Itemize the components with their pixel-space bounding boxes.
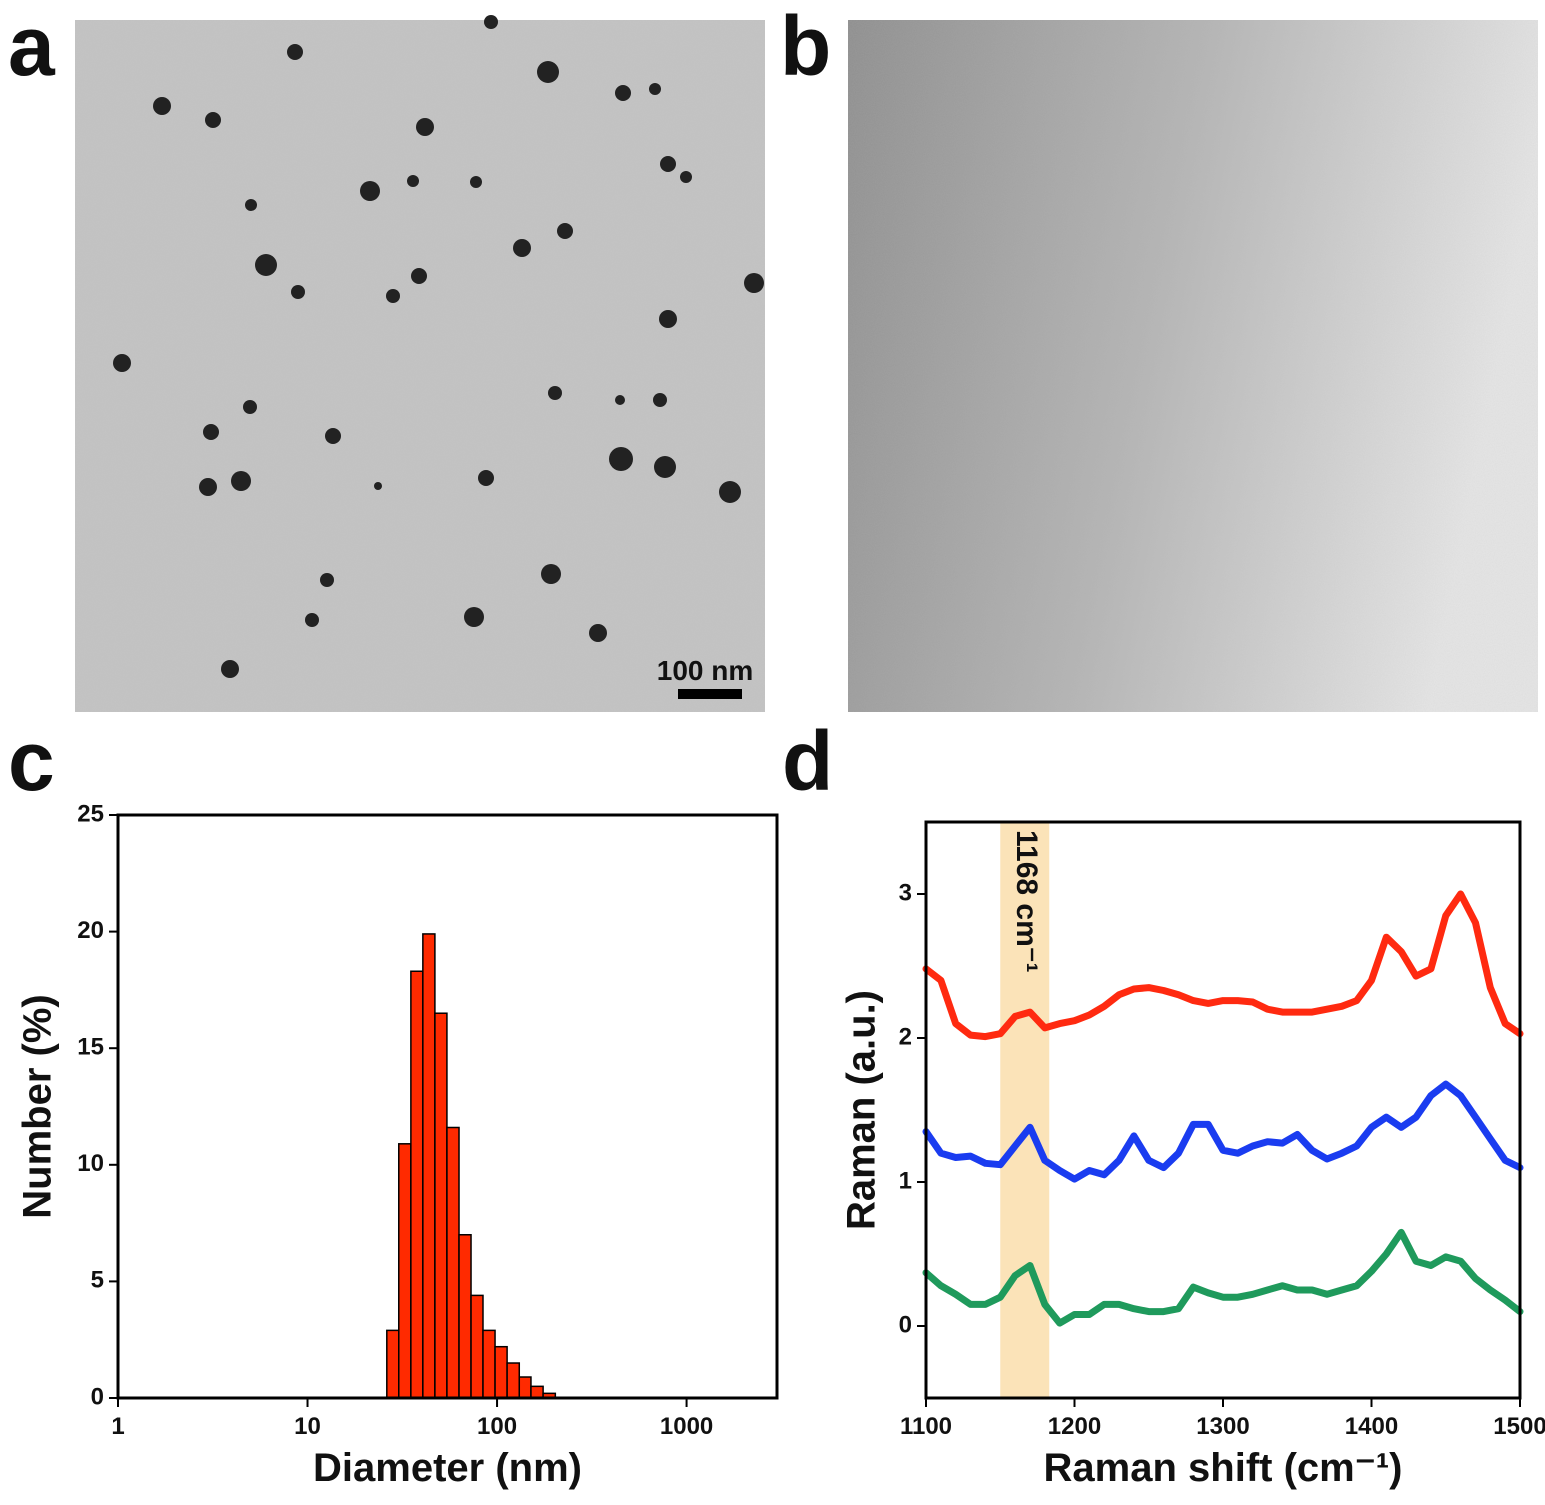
x-tick-label: 1500 bbox=[1493, 1413, 1545, 1440]
y-tick-label: 0 bbox=[91, 1383, 104, 1410]
y-tick-label: 25 bbox=[77, 800, 104, 827]
x-tick-label: 1300 bbox=[1196, 1413, 1249, 1440]
x-axis-label: Raman shift (cm⁻¹) bbox=[1044, 1446, 1403, 1490]
x-tick-label: 1400 bbox=[1345, 1413, 1398, 1440]
x-tick-label: 1000 bbox=[660, 1413, 713, 1440]
y-tick-label: 15 bbox=[77, 1034, 104, 1061]
scale-bar-label: 100 nm bbox=[657, 655, 754, 686]
y-tick-label: 5 bbox=[91, 1267, 104, 1294]
bar bbox=[386, 1329, 400, 1399]
panel-label: a bbox=[8, 0, 56, 93]
bar bbox=[494, 1345, 508, 1399]
panel-label: d bbox=[782, 714, 833, 808]
y-tick-label: 2 bbox=[899, 1023, 912, 1050]
bar bbox=[410, 970, 424, 1399]
x-axis-label: Diameter (nm) bbox=[313, 1446, 582, 1490]
y-tick-label: 10 bbox=[77, 1150, 104, 1177]
bar bbox=[530, 1385, 544, 1399]
bar bbox=[422, 933, 436, 1399]
tem-image-b bbox=[848, 20, 1538, 712]
data-line bbox=[922, 890, 1524, 1041]
chart: 1 10 100 1000 0 5 10 15 20 25 Diameter (nm) Number … bbox=[16, 800, 779, 1490]
y-tick-label: 1 bbox=[899, 1167, 912, 1194]
y-tick-label: 3 bbox=[899, 879, 912, 906]
bar bbox=[506, 1362, 521, 1399]
annotation: 1168 cm⁻¹ bbox=[1010, 830, 1043, 973]
chart: 1168 cm⁻¹ 1100 1200 1300 1400 1500 0 1 2 3 Raman s… bbox=[840, 820, 1545, 1490]
panel-label: c bbox=[8, 714, 55, 808]
plot-frame bbox=[116, 813, 779, 1400]
bar bbox=[470, 1294, 484, 1399]
panel-label: b bbox=[780, 0, 831, 93]
y-axis-label: Number (%) bbox=[16, 994, 60, 1218]
x-tick-label: 10 bbox=[294, 1413, 321, 1440]
data-line bbox=[922, 1228, 1524, 1327]
x-tick-label: 1200 bbox=[1048, 1413, 1101, 1440]
x-tick-label: 100 bbox=[477, 1413, 517, 1440]
bar bbox=[482, 1329, 496, 1399]
bar bbox=[458, 1234, 472, 1399]
x-tick-label: 1100 bbox=[900, 1413, 952, 1440]
y-tick-label: 0 bbox=[899, 1311, 912, 1338]
bar bbox=[446, 1126, 460, 1399]
bar bbox=[434, 1012, 448, 1399]
bar bbox=[518, 1376, 532, 1399]
y-tick-label: 20 bbox=[77, 917, 104, 944]
tem-image-a: 100 nm bbox=[75, 15, 765, 712]
data-line bbox=[922, 1080, 1524, 1183]
x-tick-label: 1 bbox=[111, 1413, 124, 1440]
y-axis-label: Raman (a.u.) bbox=[840, 990, 884, 1230]
bar bbox=[398, 1143, 412, 1399]
